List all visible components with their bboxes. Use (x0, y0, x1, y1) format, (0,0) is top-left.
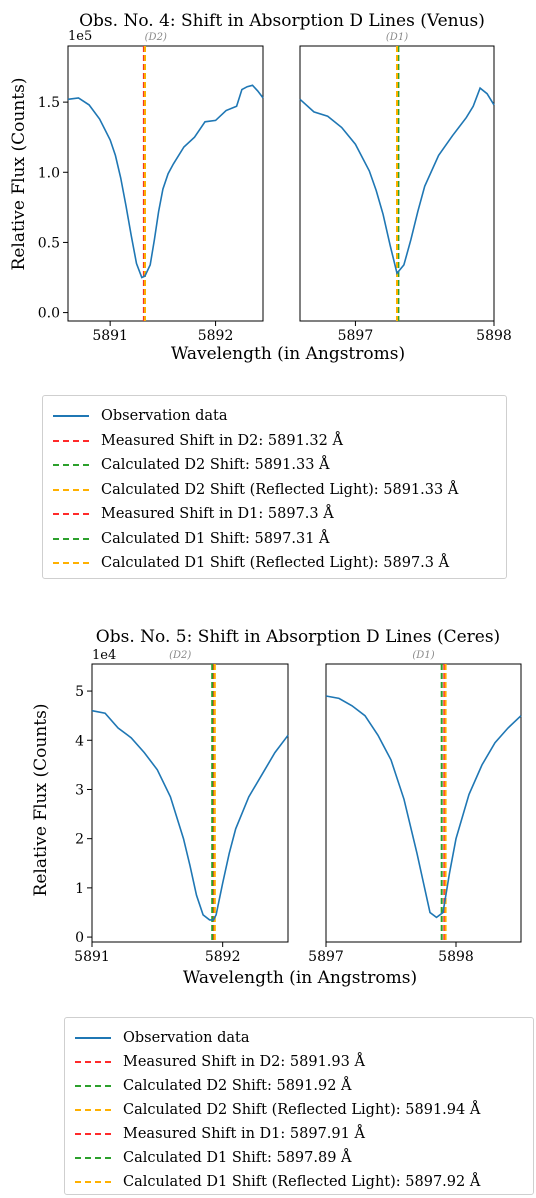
plot-panel-d1: (D1) 5897 5898 (308, 650, 522, 965)
x-tick-label: 5897 (308, 949, 344, 965)
legend-swatch (53, 488, 89, 491)
panel-label: (D1) (412, 650, 434, 661)
y-tick-label: 1.0 (38, 165, 60, 181)
legend-item: Measured Shift in D1: 5897.3 Å (43, 504, 506, 524)
legend-swatch (53, 562, 89, 564)
x-axis-label: Wavelength (in Angstroms) (183, 968, 417, 988)
plot-panel-d2: (D2) 5891 5892 0 1 2 3 4 5 (74, 650, 289, 965)
legend-label: Measured Shift in D1: 5897.91 Å (123, 1126, 365, 1142)
x-axis-label: Wavelength (in Angstroms) (171, 344, 405, 364)
legend-item: Calculated D1 Shift: 5897.89 Å (65, 1148, 533, 1168)
legend-label: Calculated D2 Shift (Reflected Light): 5… (123, 1102, 481, 1118)
y-tick-label: 0.0 (38, 306, 60, 322)
plot-panel-d1: (D1) 5897 5898 (299, 32, 512, 344)
y-offset-label: 1e4 (92, 648, 116, 663)
legend-label: Observation data (101, 408, 228, 424)
y-tick-label: 5 (75, 684, 84, 700)
panel-label: (D1) (386, 32, 408, 43)
legend-swatch (75, 1133, 111, 1135)
observation-line (67, 84, 264, 279)
legend-label: Measured Shift in D2: 5891.93 Å (123, 1054, 365, 1070)
legend-swatch (53, 513, 89, 515)
legend-item: Calculated D2 Shift: 5891.92 Å (65, 1076, 533, 1096)
legend-label: Calculated D2 Shift (Reflected Light): 5… (101, 481, 459, 498)
observation-line (325, 695, 522, 919)
plot-frame (67, 45, 264, 322)
legend-label: Measured Shift in D1: 5897.3 Å (101, 506, 334, 522)
legend: Observation data Measured Shift in D2: 58… (64, 1017, 534, 1195)
legend-item: Calculated D2 Shift: 5891.33 Å (43, 455, 506, 475)
y-tick-label: 3 (75, 782, 84, 798)
legend-swatch (53, 439, 89, 442)
x-tick-label: 5892 (205, 949, 241, 965)
legend-item: Measured Shift in D2: 5891.32 Å (43, 431, 506, 451)
y-offset-label: 1e5 (68, 29, 92, 44)
legend-label: Calculated D2 Shift: 5891.33 Å (101, 457, 330, 473)
legend-label: Calculated D2 Shift: 5891.92 Å (123, 1078, 352, 1094)
legend-swatch (53, 464, 89, 466)
legend-label: Calculated D1 Shift: 5897.31 Å (101, 530, 330, 547)
x-tick-label: 5897 (338, 328, 374, 344)
legend-swatch (53, 537, 89, 540)
legend-item: Calculated D1 Shift: 5897.31 Å (43, 529, 506, 549)
x-tick-label: 5891 (92, 328, 128, 344)
legend-label: Measured Shift in D2: 5891.32 Å (101, 432, 343, 449)
legend-swatch (75, 1181, 111, 1183)
plot-panel-d2: (D2) 5891 5892 0.0 0.5 1.0 1.5 (38, 32, 264, 344)
observation-line (91, 709, 289, 921)
x-tick-label: 5891 (74, 949, 110, 965)
legend: Observation data Measured Shift in D2: 58… (42, 395, 507, 579)
legend-label: Calculated D1 Shift (Reflected Light): 5… (123, 1174, 481, 1190)
legend-item: Observation data (43, 406, 506, 426)
legend-label: Calculated D1 Shift (Reflected Light): 5… (101, 555, 450, 571)
panel-label: (D2) (169, 650, 191, 661)
legend-item: Calculated D1 Shift (Reflected Light): 5… (43, 553, 506, 573)
panel-label: (D2) (145, 32, 167, 43)
y-axis-label: Relative Flux (Counts) (31, 704, 51, 897)
y-tick-label: 2 (75, 832, 84, 848)
plot-frame (325, 663, 522, 943)
x-tick-label: 5892 (198, 328, 234, 344)
figure-title: Obs. No. 5: Shift in Absorption D Lines … (96, 627, 500, 647)
y-axis-label: Relative Flux (Counts) (9, 78, 29, 271)
legend-item: Calculated D2 Shift (Reflected Light): 5… (43, 480, 506, 500)
legend-label: Calculated D1 Shift: 5897.89 Å (123, 1150, 352, 1166)
legend-item: Observation data (65, 1028, 533, 1048)
figure-title: Obs. No. 4: Shift in Absorption D Lines … (79, 11, 485, 31)
legend-label: Observation data (123, 1030, 250, 1046)
y-tick-label: 1.5 (38, 95, 60, 111)
x-tick-label: 5898 (438, 949, 474, 965)
legend-item: Calculated D1 Shift (Reflected Light): 5… (65, 1172, 533, 1192)
legend-item: Calculated D2 Shift (Reflected Light): 5… (65, 1100, 533, 1120)
legend-swatch (75, 1157, 111, 1159)
y-tick-label: 4 (75, 733, 84, 749)
x-tick-label: 5898 (476, 328, 512, 344)
plot-frame (91, 663, 289, 943)
legend-swatch (75, 1061, 111, 1063)
observation-line (299, 86, 495, 276)
y-tick-label: 0.5 (38, 235, 60, 251)
legend-swatch (53, 415, 89, 417)
legend-swatch (75, 1085, 111, 1087)
legend-swatch (75, 1109, 111, 1111)
y-tick-label: 1 (75, 881, 84, 897)
y-tick-label: 0 (75, 930, 84, 946)
legend-item: Measured Shift in D2: 5891.93 Å (65, 1052, 533, 1072)
legend-swatch (75, 1037, 111, 1039)
legend-item: Measured Shift in D1: 5897.91 Å (65, 1124, 533, 1144)
